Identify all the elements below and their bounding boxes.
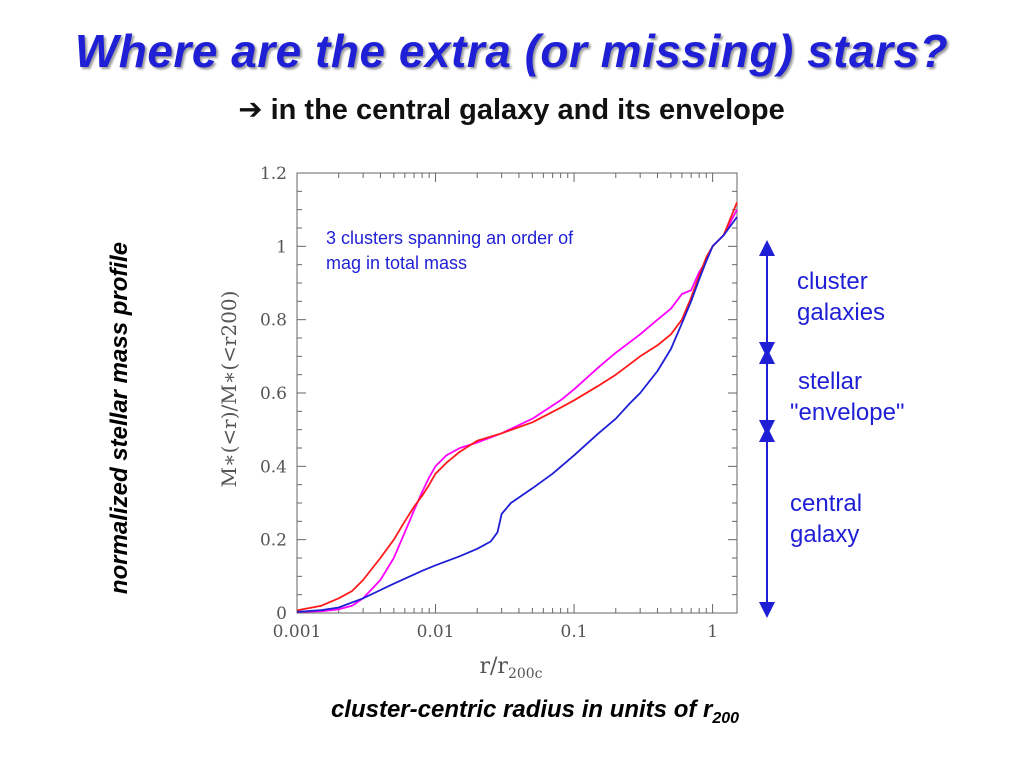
y-tick-label: 0 [276, 604, 287, 624]
x-axis-title-subscript: 200c [508, 666, 543, 682]
y-tick-label: 1.2 [260, 164, 287, 184]
y-tick-label: 1 [276, 237, 287, 257]
x-tick-label: 1 [707, 622, 718, 642]
x-caption-text: cluster-centric radius in units of r [330, 696, 713, 723]
plot-area: 0 0.2 0.4 0.6 0.8 1 1.2 0.001 0.01 0.1 1 r/r200c M∗(… [217, 164, 738, 682]
series-line-3 [296, 216, 738, 613]
cluster-galaxies-line2: galaxies [797, 299, 886, 326]
chart-annotation-line: 3 clusters spanning an order of [326, 228, 574, 248]
x-tick-label: 0.1 [561, 622, 588, 642]
central-galaxy-line2: galaxy [790, 521, 860, 548]
slide-subtitle: ➔ in the central galaxy and its envelope [0, 92, 1023, 127]
y-tick-label: 0.4 [260, 457, 287, 477]
x-tick-label: 0.01 [417, 622, 455, 642]
central-galaxy-label: central galaxy [790, 488, 862, 550]
stellar-envelope-label: stellar "envelope" [790, 366, 904, 428]
arrow-right-icon: ➔ [238, 92, 263, 126]
x-caption-subscript: 200 [712, 709, 740, 727]
cluster-galaxies-label: cluster galaxies [797, 266, 885, 328]
y-axis-title: M∗(<r)/M∗(<r200) [217, 291, 241, 488]
y-tick-label: 0.2 [260, 531, 287, 551]
y-tick-label: 0.8 [260, 311, 287, 331]
stellar-envelope-line2: "envelope" [790, 399, 905, 426]
series-line-2 [296, 201, 738, 612]
chart-annotation-line: mag in total mass [326, 253, 467, 273]
subtitle-text: in the central galaxy and its envelope [270, 94, 785, 126]
x-axis-title: r/r200c [479, 654, 542, 682]
stellar-envelope-line1: stellar [798, 368, 863, 395]
cluster-galaxies-line1: cluster [797, 268, 868, 295]
x-caption: cluster-centric radius in units of r200 [0, 696, 1023, 728]
x-tick-label: 0.001 [273, 622, 322, 642]
y-tick-label: 0.6 [260, 384, 287, 404]
central-galaxy-line1: central [790, 490, 863, 517]
slide-title: Where are the extra (or missing) stars? [74, 25, 949, 77]
